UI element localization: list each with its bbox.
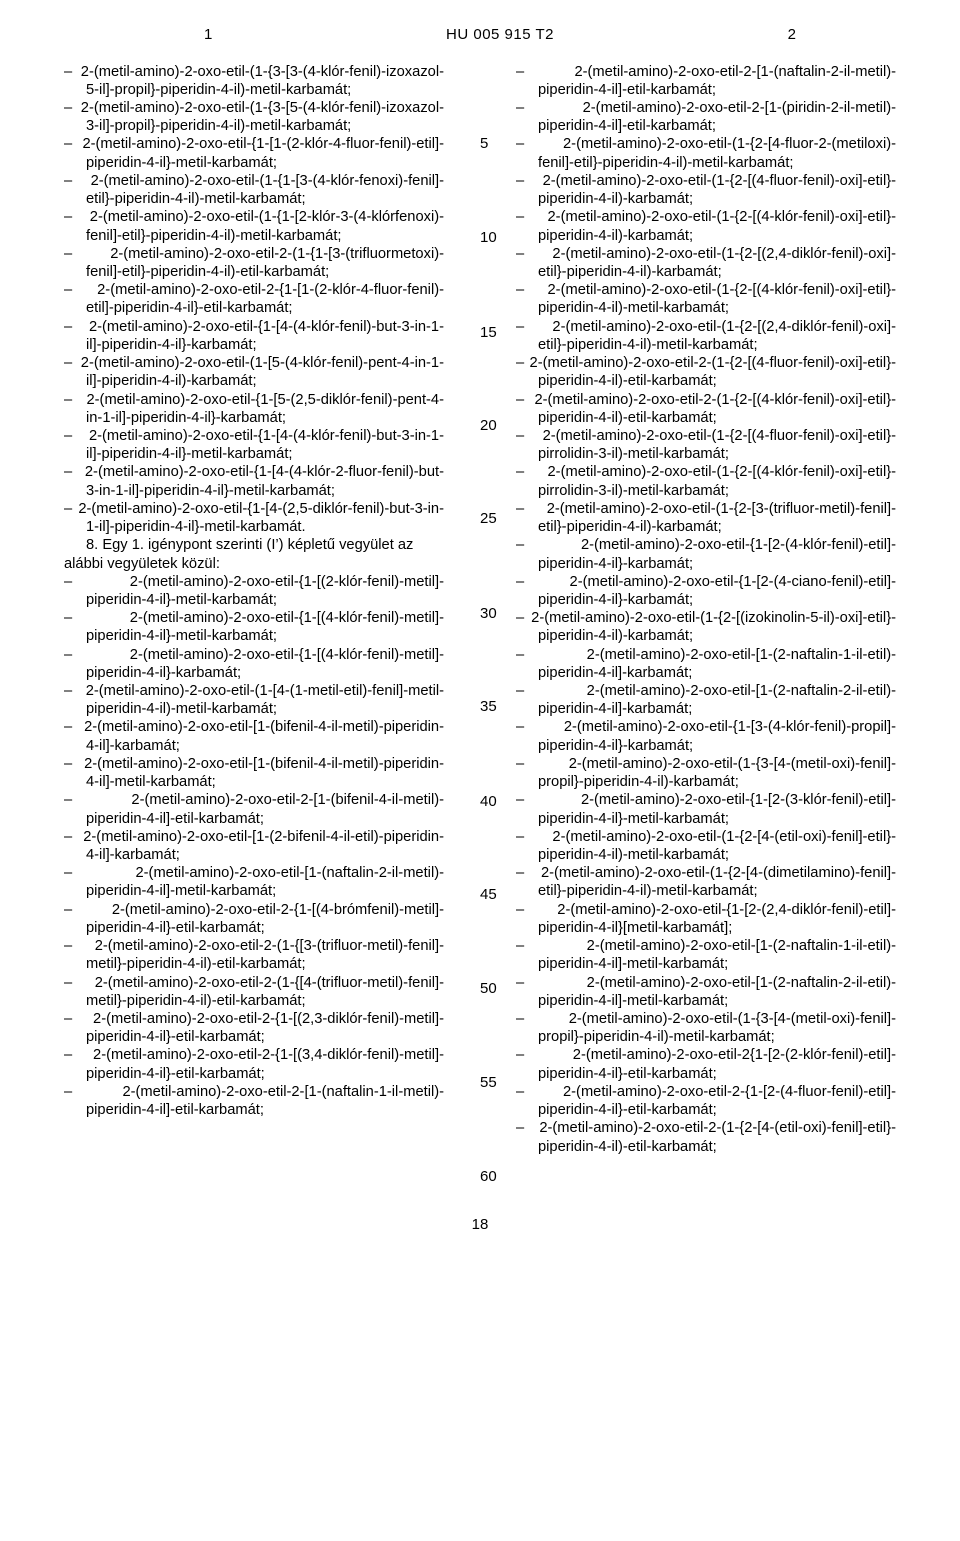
compound-item: – 2-(metil-amino)-2-oxo-etil-[1-(bifenil…: [86, 755, 444, 791]
compound-item: – 2-(metil-amino)-2-oxo-etil-(1-{2-[4-fl…: [538, 135, 896, 171]
compound-item: – 2-(metil-amino)-2-oxo-etil-2-[1-(nafta…: [86, 1083, 444, 1119]
left-column: – 2-(metil-amino)-2-oxo-etil-(1-{3-[3-(4…: [64, 63, 444, 1156]
compound-item: – 2-(metil-amino)-2-oxo-etil-(1-{2-[(4-k…: [538, 463, 896, 499]
header-right: 2: [788, 26, 796, 45]
compound-item: – 2-(metil-amino)-2-oxo-etil-2-[1-(nafta…: [538, 63, 896, 99]
compound-item: – 2-(metil-amino)-2-oxo-etil-[1-(2-nafta…: [538, 646, 896, 682]
compound-item: – 2-(metil-amino)-2-oxo-etil-(1-{2-[(4-f…: [538, 427, 896, 463]
line-number: 20: [480, 417, 497, 436]
compound-item: – 2-(metil-amino)-2-oxo-etil-2-{1-[(2,3-…: [86, 1010, 444, 1046]
page-number-footer: 18: [64, 1216, 896, 1235]
compound-item: – 2-(metil-amino)-2-oxo-etil-{1-[4-(4-kl…: [86, 427, 444, 463]
compound-item: – 2-(metil-amino)-2-oxo-etil-[1-(2-bifen…: [86, 828, 444, 864]
two-column-body: 51015202530354045505560 – 2-(metil-amino…: [64, 63, 896, 1156]
compound-item: – 2-(metil-amino)-2-oxo-etil-2-(1-{1-[3-…: [86, 245, 444, 281]
claim-intro-line1: 8. Egy 1. igénypont szerinti (I’) képlet…: [86, 536, 444, 572]
line-number: 30: [480, 605, 497, 624]
compound-item: – 2-(metil-amino)-2-oxo-etil-(1-[4-(1-me…: [86, 682, 444, 718]
compound-item: – 2-(metil-amino)-2-oxo-etil-[1-(2-nafta…: [538, 937, 896, 973]
compound-item: – 2-(metil-amino)-2-oxo-etil-2-(1-{[4-(t…: [86, 974, 444, 1010]
line-number: 55: [480, 1074, 497, 1093]
compound-item: – 2-(metil-amino)-2-oxo-etil-[1-(2-nafta…: [538, 682, 896, 718]
compound-item: – 2-(metil-amino)-2-oxo-etil-2-[1-(pirid…: [538, 99, 896, 135]
compound-item: – 2-(metil-amino)-2-oxo-etil-(1-{2-[3-(t…: [538, 500, 896, 536]
compound-item: – 2-(metil-amino)-2-oxo-etil-(1-{3-[4-(m…: [538, 755, 896, 791]
compound-item: – 2-(metil-amino)-2-oxo-etil-2-{1-[1-(2-…: [86, 281, 444, 317]
compound-item: – 2-(metil-amino)-2-oxo-etil-2-{1-[(3,4-…: [86, 1046, 444, 1082]
compound-item: – 2-(metil-amino)-2-oxo-etil-(1-{2-[4-(d…: [538, 864, 896, 900]
compound-item: – 2-(metil-amino)-2-oxo-etil-2-(1-{[3-(t…: [86, 937, 444, 973]
compound-item: – 2-(metil-amino)-2-oxo-etil-{1-[4-(2,5-…: [86, 500, 444, 536]
compound-item: – 2-(metil-amino)-2-oxo-etil-(1-{2-[(2,4…: [538, 318, 896, 354]
compound-item: – 2-(metil-amino)-2-oxo-etil-{1-[2-(2,4-…: [538, 901, 896, 937]
compound-item: – 2-(metil-amino)-2-oxo-etil-2-(1-{2-[(4…: [538, 354, 896, 390]
compound-item: – 2-(metil-amino)-2-oxo-etil-(1-{2-[(4-k…: [538, 208, 896, 244]
compound-item: – 2-(metil-amino)-2-oxo-etil-{1-[2-(4-ci…: [538, 573, 896, 609]
line-number: 45: [480, 886, 497, 905]
compound-item: – 2-(metil-amino)-2-oxo-etil-2-{1-[2-(4-…: [538, 1083, 896, 1119]
compound-item: – 2-(metil-amino)-2-oxo-etil-(1-{2-[(izo…: [538, 609, 896, 645]
compound-item: – 2-(metil-amino)-2-oxo-etil-{1-[1-(2-kl…: [86, 135, 444, 171]
compound-item: – 2-(metil-amino)-2-oxo-etil-2-[1-(bifen…: [86, 791, 444, 827]
line-number: 50: [480, 980, 497, 999]
compound-item: – 2-(metil-amino)-2-oxo-etil-(1-{3-[5-(4…: [86, 99, 444, 135]
compound-item: – 2-(metil-amino)-2-oxo-etil-{1-[(2-klór…: [86, 573, 444, 609]
compound-item: – 2-(metil-amino)-2-oxo-etil-(1-[5-(4-kl…: [86, 354, 444, 390]
compound-item: – 2-(metil-amino)-2-oxo-etil-[1-(bifenil…: [86, 718, 444, 754]
compound-item: – 2-(metil-amino)-2-oxo-etil-{1-[3-(4-kl…: [538, 718, 896, 754]
compound-item: – 2-(metil-amino)-2-oxo-etil-{1-[4-(4-kl…: [86, 318, 444, 354]
compound-item: – 2-(metil-amino)-2-oxo-etil-2{1-[2-(2-k…: [538, 1046, 896, 1082]
compound-item: – 2-(metil-amino)-2-oxo-etil-2-{1-[(4-br…: [86, 901, 444, 937]
compound-item: – 2-(metil-amino)-2-oxo-etil-[1-(naftali…: [86, 864, 444, 900]
compound-item: – 2-(metil-amino)-2-oxo-etil-{1-[(4-klór…: [86, 609, 444, 645]
compound-item: – 2-(metil-amino)-2-oxo-etil-{1-[2-(4-kl…: [538, 536, 896, 572]
compound-item: – 2-(metil-amino)-2-oxo-etil-(1-{2-[4-(e…: [538, 828, 896, 864]
compound-item: – 2-(metil-amino)-2-oxo-etil-{1-[(4-klór…: [86, 646, 444, 682]
compound-item: – 2-(metil-amino)-2-oxo-etil-2-(1-{2-[4-…: [538, 1119, 896, 1155]
compound-item: – 2-(metil-amino)-2-oxo-etil-(1-{2-[(4-k…: [538, 281, 896, 317]
compound-item: – 2-(metil-amino)-2-oxo-etil-{1-[5-(2,5-…: [86, 391, 444, 427]
compound-item: – 2-(metil-amino)-2-oxo-etil-2-(1-{2-[(4…: [538, 391, 896, 427]
line-number: 60: [480, 1168, 497, 1187]
right-column: – 2-(metil-amino)-2-oxo-etil-2-[1-(nafta…: [516, 63, 896, 1156]
compound-item: – 2-(metil-amino)-2-oxo-etil-(1-{2-[(4-f…: [538, 172, 896, 208]
compound-item: – 2-(metil-amino)-2-oxo-etil-{1-[2-(3-kl…: [538, 791, 896, 827]
line-number: 40: [480, 793, 497, 812]
line-number: 35: [480, 698, 497, 717]
line-number: 15: [480, 324, 497, 343]
page-header: 1 HU 005 915 T2 2: [64, 26, 896, 45]
compound-item: – 2-(metil-amino)-2-oxo-etil-(1-{3-[3-(4…: [86, 63, 444, 99]
compound-item: – 2-(metil-amino)-2-oxo-etil-(1-{1-[3-(4…: [86, 172, 444, 208]
compound-item: – 2-(metil-amino)-2-oxo-etil-{1-[4-(4-kl…: [86, 463, 444, 499]
line-number: 25: [480, 510, 497, 529]
compound-item: – 2-(metil-amino)-2-oxo-etil-(1-{1-[2-kl…: [86, 208, 444, 244]
line-number: 10: [480, 229, 497, 248]
header-center: HU 005 915 T2: [446, 26, 554, 45]
compound-item: – 2-(metil-amino)-2-oxo-etil-(1-{3-[4-(m…: [538, 1010, 896, 1046]
compound-item: – 2-(metil-amino)-2-oxo-etil-(1-{2-[(2,4…: [538, 245, 896, 281]
line-number: 5: [480, 135, 488, 154]
header-left: 1: [204, 26, 212, 45]
compound-item: – 2-(metil-amino)-2-oxo-etil-[1-(2-nafta…: [538, 974, 896, 1010]
